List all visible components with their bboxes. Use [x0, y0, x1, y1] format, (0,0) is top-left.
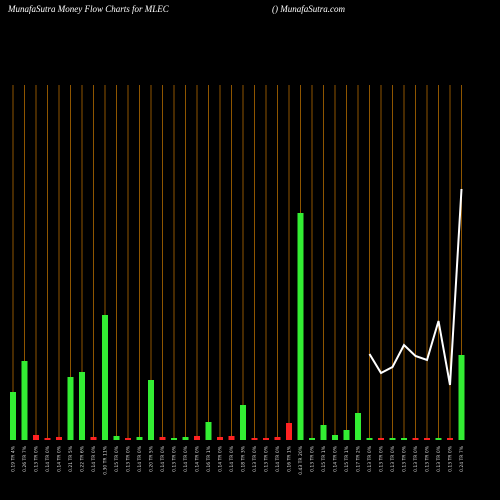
x-tick-label: 0.14 TR 0%	[275, 445, 281, 472]
bar	[159, 437, 166, 440]
bar	[217, 437, 223, 440]
x-tick-label: 0.15 TR 1%	[321, 445, 327, 472]
x-tick-label: 0.14 TR 0%	[333, 445, 339, 472]
bar	[240, 405, 246, 440]
x-tick-label: 0.14 TR 0%	[137, 445, 143, 472]
bar	[332, 435, 338, 440]
x-tick-label: 0.13 TR 0%	[310, 445, 316, 472]
bar	[125, 438, 131, 440]
bar	[182, 437, 189, 440]
x-tick-label: 0.13 TR 0%	[436, 445, 442, 472]
bar	[79, 372, 85, 440]
x-tick-label: 0.13 TR 0%	[172, 445, 178, 472]
x-tick-label: 0.14 TR 0%	[218, 445, 224, 472]
x-tick-label: 0.30 TR 11%	[103, 445, 109, 474]
x-tick-label: 0.14 TR 0%	[57, 445, 63, 472]
bar	[286, 423, 292, 440]
bar	[171, 438, 177, 440]
x-tick-label: 0.13 TR 0%	[264, 445, 270, 472]
bar	[412, 438, 419, 440]
x-tick-label: 0.14 TR 0%	[195, 445, 201, 472]
bar	[102, 315, 108, 440]
bar	[10, 392, 16, 440]
bar	[90, 437, 97, 440]
bar	[424, 438, 430, 440]
x-tick-label: 0.22 TR 6%	[80, 445, 86, 472]
x-tick-label: 0.13 TR 0%	[402, 445, 408, 472]
x-tick-label: 0.14 TR 0%	[160, 445, 166, 472]
bar	[343, 430, 350, 440]
bar	[263, 438, 269, 440]
x-tick-label: 0.26 TR 7%	[22, 445, 28, 472]
x-tick-label: 0.16 TR 1%	[206, 445, 212, 472]
x-tick-label: 0.43 TR 20%	[298, 445, 304, 474]
bar	[309, 438, 315, 440]
bar	[355, 413, 361, 440]
bar	[378, 438, 384, 440]
x-tick-label: 0.13 TR 0%	[126, 445, 132, 472]
x-tick-label: 0.13 TR 0%	[448, 445, 454, 472]
money-flow-line	[368, 188, 463, 386]
bar	[205, 422, 212, 440]
x-tick-label: 0.13 TR 0%	[413, 445, 419, 472]
x-tick-label: 0.24 TR 7%	[459, 445, 465, 472]
bar	[67, 377, 74, 440]
x-tick-label: 0.13 TR 0%	[390, 445, 396, 472]
x-tick-label: 0.19 TR 4%	[11, 445, 17, 472]
x-tick-label: 0.13 TR 0%	[367, 445, 373, 472]
bar	[320, 425, 327, 440]
x-tick-label: 0.13 TR 0%	[34, 445, 40, 472]
bar	[44, 438, 51, 440]
bar	[366, 438, 373, 440]
x-tick-label: 0.20 TR 5%	[149, 445, 155, 472]
bar	[33, 435, 39, 440]
bar	[194, 436, 200, 440]
bar	[389, 438, 396, 440]
bar	[21, 361, 28, 440]
x-tick-label: 0.13 TR 0%	[425, 445, 431, 472]
x-tick-label: 0.21 TR 5%	[68, 445, 74, 472]
x-tick-label: 0.17 TR 2%	[356, 445, 362, 472]
bar	[297, 213, 304, 440]
x-tick-label: 0.13 TR 0%	[252, 445, 258, 472]
bar	[435, 438, 442, 440]
chart-subtitle: () MunafaSutra.com	[272, 4, 345, 14]
bar	[401, 438, 407, 440]
x-tick-label: 0.14 TR 0%	[183, 445, 189, 472]
bar	[56, 437, 62, 440]
x-tick-label: 0.16 TR 1%	[287, 445, 293, 472]
x-tick-label: 0.15 TR 1%	[344, 445, 350, 472]
x-tick-label: 0.13 TR 0%	[379, 445, 385, 472]
bar	[274, 437, 281, 440]
x-tick-label: 0.14 TR 0%	[91, 445, 97, 472]
bar	[148, 380, 154, 440]
bar	[228, 436, 235, 440]
bar	[251, 438, 258, 440]
x-tick-label: 0.15 TR 0%	[114, 445, 120, 472]
bar	[447, 438, 453, 440]
x-tick-label: 0.14 TR 0%	[45, 445, 51, 472]
bar	[136, 437, 143, 440]
bar	[458, 355, 465, 440]
x-tick-label: 0.18 TR 3%	[241, 445, 247, 472]
bar	[113, 436, 120, 440]
x-tick-label: 0.14 TR 0%	[229, 445, 235, 472]
chart-title: MunafaSutra Money Flow Charts for MLEC	[7, 4, 170, 14]
